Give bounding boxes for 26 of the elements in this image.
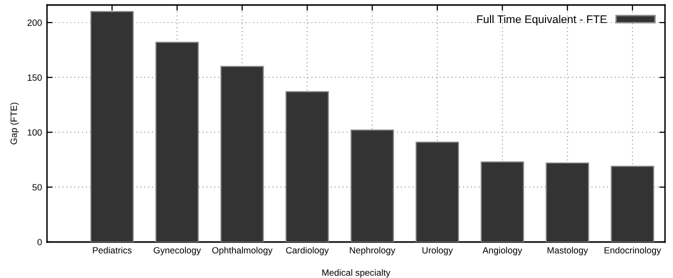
y-tick-label: 100 xyxy=(28,129,42,136)
y-tick-label: 200 xyxy=(28,20,42,26)
bar xyxy=(90,11,134,242)
y-axis-title: Gap (FTE) xyxy=(10,102,19,144)
bar xyxy=(546,162,590,242)
y-tick-label: 50 xyxy=(32,184,42,190)
x-tick-label: Endocrinology xyxy=(604,246,662,256)
x-tick-label: Urology xyxy=(422,246,453,256)
x-tick-label: Cardiology xyxy=(286,246,329,256)
bar xyxy=(480,161,524,242)
y-tick-label: 150 xyxy=(28,74,42,81)
y-tick-label: 0 xyxy=(37,238,42,246)
bar xyxy=(220,66,264,242)
bar xyxy=(155,42,199,242)
x-axis-title: Medical specialty xyxy=(322,269,390,278)
x-tick-label: Nephrology xyxy=(350,246,396,256)
legend-label: Full Time Equivalent - FTE xyxy=(477,15,607,26)
bar xyxy=(610,166,654,242)
bar xyxy=(350,130,394,242)
x-tick-label: Mastology xyxy=(548,246,588,256)
bar xyxy=(416,142,460,242)
x-tick-label: Angiology xyxy=(482,246,522,256)
x-tick-label: Pediatrics xyxy=(92,246,132,254)
x-tick-label: Gynecology xyxy=(154,246,201,256)
bar xyxy=(286,91,329,242)
x-tick-label: Ophthalmology xyxy=(212,246,273,256)
